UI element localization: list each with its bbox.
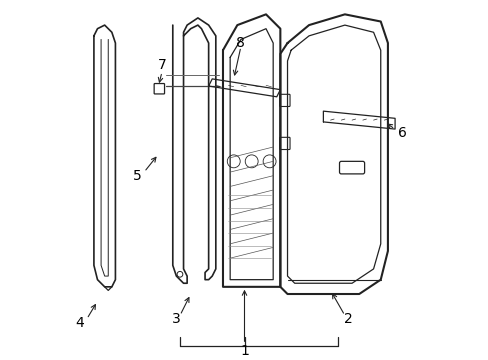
Text: 5: 5 xyxy=(132,169,141,183)
Text: 8: 8 xyxy=(236,36,245,50)
Text: 6: 6 xyxy=(397,126,406,140)
Text: 7: 7 xyxy=(157,58,166,72)
Text: 4: 4 xyxy=(75,316,84,330)
Text: 3: 3 xyxy=(172,312,181,326)
Text: 2: 2 xyxy=(344,312,352,326)
Text: 1: 1 xyxy=(240,345,248,358)
